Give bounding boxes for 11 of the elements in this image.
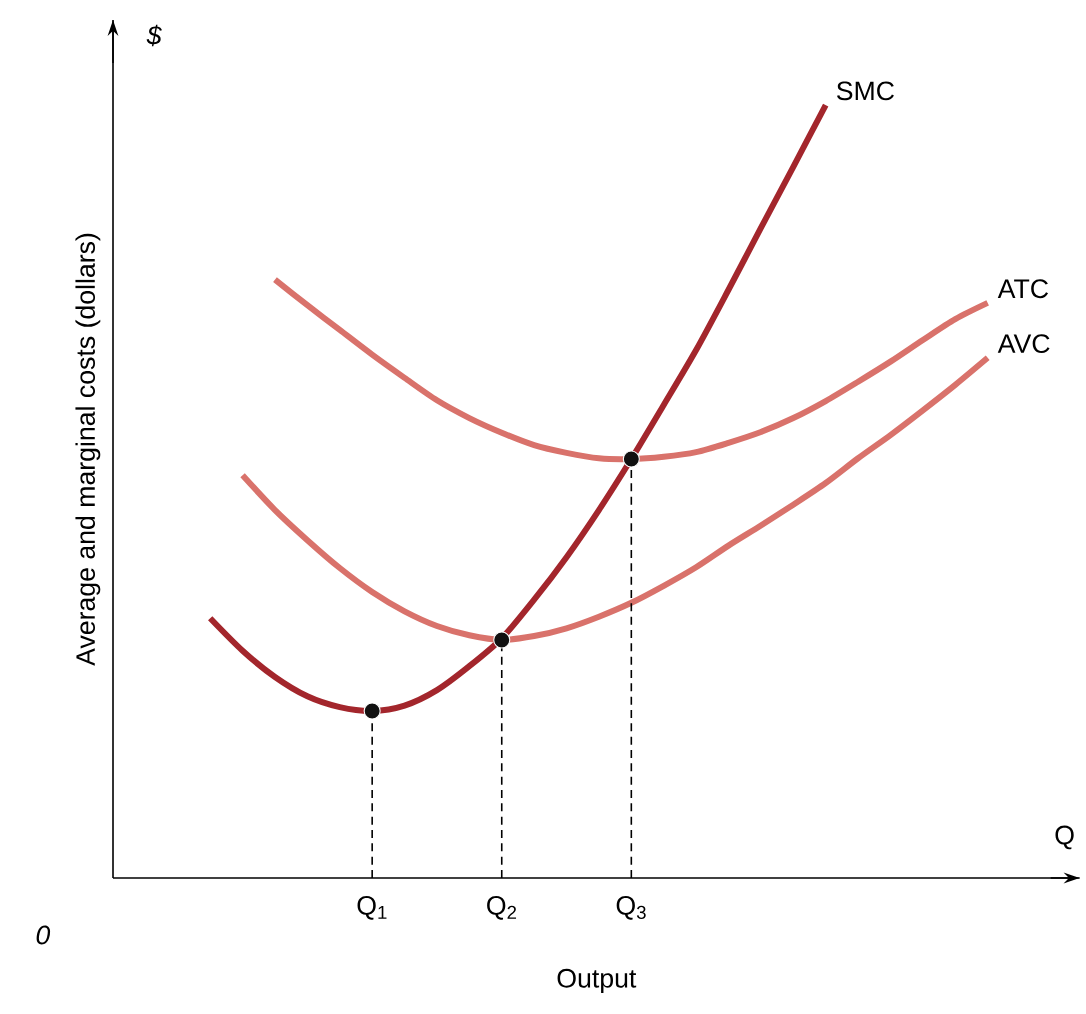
x-axis-title: Output <box>557 968 637 993</box>
series-label: SMC <box>836 81 894 101</box>
text: 0 <box>36 925 51 945</box>
series-label: AVC <box>997 334 1050 354</box>
series-label: ATC <box>997 279 1049 299</box>
x-tick-label: Q$_{1}$ <box>357 896 387 920</box>
text: $ <box>146 24 162 47</box>
y-axis-title: Average and marginal costs (dollars) <box>75 233 101 666</box>
x-tick-label: Q$_{3}$ <box>616 896 646 920</box>
annotation: Q <box>1055 825 1074 850</box>
x-tick-label: Q$_{2}$ <box>487 896 517 920</box>
